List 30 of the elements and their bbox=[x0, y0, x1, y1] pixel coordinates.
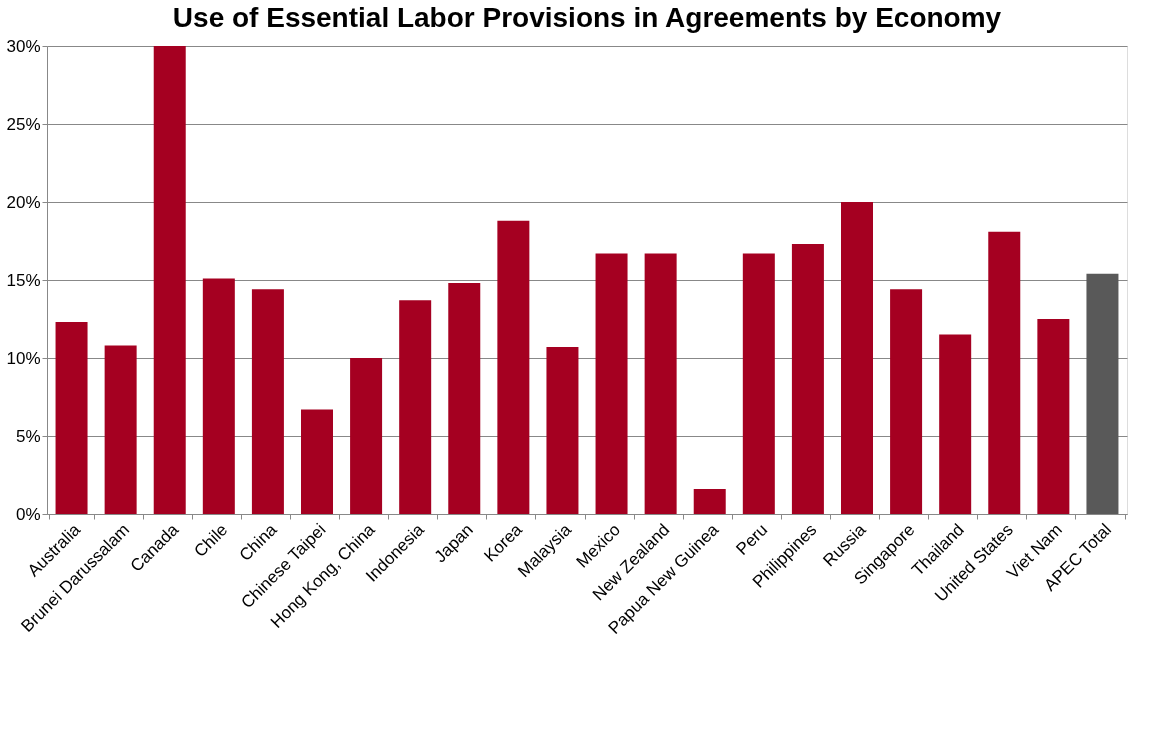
bar bbox=[104, 345, 137, 514]
y-tick-label: 20% bbox=[6, 192, 41, 212]
bar bbox=[1086, 273, 1119, 514]
bar bbox=[693, 489, 726, 514]
bar bbox=[153, 46, 186, 514]
y-tick-label: 0% bbox=[15, 504, 41, 524]
y-tick-label: 30% bbox=[6, 36, 41, 56]
bar bbox=[595, 253, 628, 514]
bar bbox=[301, 409, 333, 514]
bar bbox=[1037, 319, 1070, 514]
bar bbox=[791, 244, 824, 514]
bar bbox=[988, 231, 1021, 514]
bar bbox=[399, 300, 432, 514]
bar bbox=[55, 322, 88, 514]
chart-title: Use of Essential Labor Provisions in Agreements by Economy bbox=[172, 2, 1002, 33]
bar bbox=[350, 358, 383, 514]
bar bbox=[742, 253, 775, 514]
bar bbox=[202, 278, 235, 514]
bar bbox=[841, 202, 873, 514]
y-tick-label: 10% bbox=[6, 348, 41, 368]
y-tick-label: 5% bbox=[15, 426, 41, 446]
bar bbox=[890, 289, 923, 514]
y-tick-label: 15% bbox=[6, 270, 41, 290]
bar bbox=[251, 289, 284, 514]
bar bbox=[939, 334, 972, 514]
y-tick-label: 25% bbox=[6, 114, 41, 134]
bar bbox=[448, 283, 481, 514]
bar bbox=[644, 253, 677, 514]
bar bbox=[497, 220, 530, 514]
bar bbox=[546, 347, 579, 514]
